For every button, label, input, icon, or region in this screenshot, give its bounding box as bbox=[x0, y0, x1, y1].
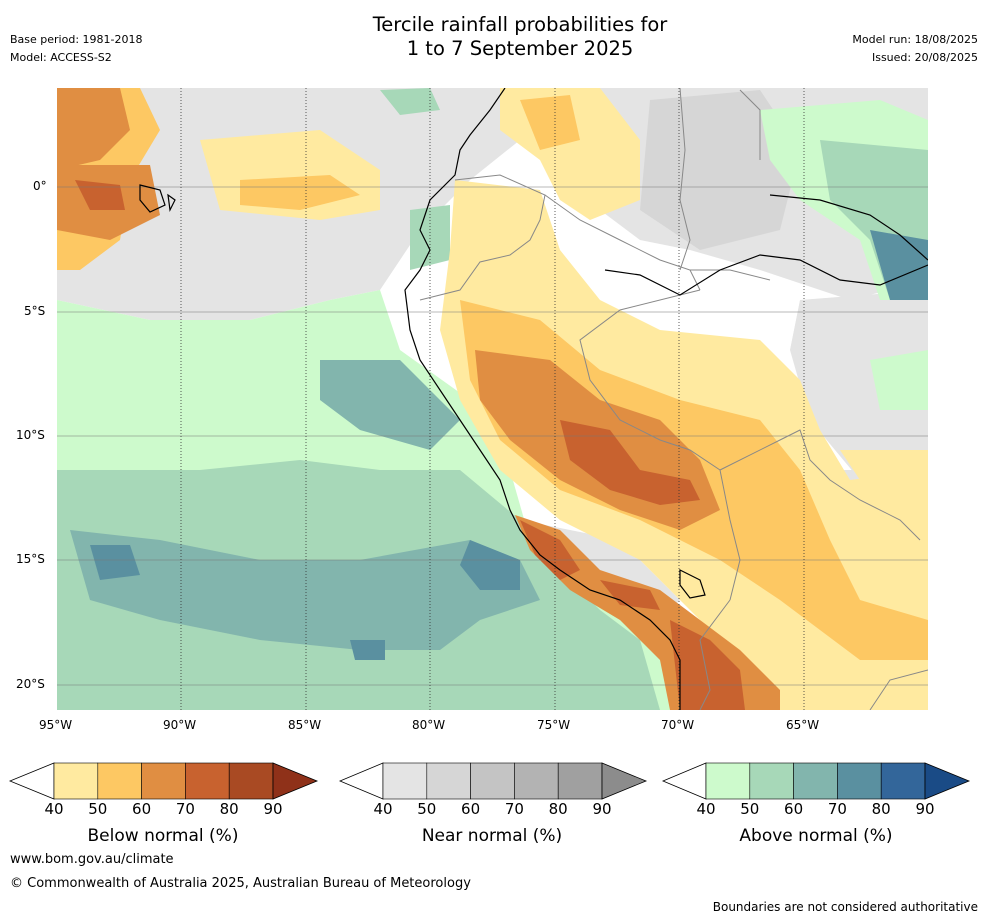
colorbar-tick-label: 50 bbox=[740, 800, 760, 818]
copyright-text: © Commonwealth of Australia 2025, Austra… bbox=[10, 876, 471, 891]
colorbar-over-arrow bbox=[601, 762, 648, 800]
lat-label: 20°S bbox=[16, 677, 45, 691]
boundaries-disclaimer: Boundaries are not considered authoritat… bbox=[712, 900, 978, 914]
colorbar-tick-label: 70 bbox=[827, 800, 847, 818]
lon-label: 65°W bbox=[786, 718, 820, 732]
lon-label: 95°W bbox=[39, 718, 73, 732]
lat-label: 0° bbox=[33, 179, 47, 193]
colorbar-segment bbox=[185, 762, 230, 800]
colorbar-tick-label: 40 bbox=[696, 800, 716, 818]
base-period: Base period: 1981-2018 bbox=[10, 33, 143, 46]
title-line-1: Tercile rainfall probabilities for bbox=[372, 13, 668, 36]
colorbar-tick-label: 90 bbox=[915, 800, 935, 818]
coastlines bbox=[139, 88, 928, 710]
colorbar-segment bbox=[141, 762, 186, 800]
colorbar-2 bbox=[661, 762, 971, 800]
colorbar-under-arrow bbox=[338, 762, 384, 800]
model-run: Model run: 18/08/2025 bbox=[852, 33, 978, 46]
colorbar-tick-label: 60 bbox=[132, 800, 152, 818]
colorbar-tick-label: 70 bbox=[175, 800, 195, 818]
colorbar-tick-label: 60 bbox=[784, 800, 804, 818]
issued-date: Issued: 20/08/2025 bbox=[871, 51, 978, 64]
colorbar-tick-label: 90 bbox=[592, 800, 612, 818]
colorbar-segment bbox=[97, 762, 142, 800]
colorbar-segment bbox=[228, 762, 274, 800]
colorbar-0 bbox=[8, 762, 319, 800]
lon-label: 90°W bbox=[163, 718, 197, 732]
page-title: Tercile rainfall probabilities for 1 to … bbox=[0, 13, 988, 61]
colorbar-tick-label: 60 bbox=[461, 800, 481, 818]
colorbar-tick-label: 50 bbox=[88, 800, 108, 818]
colorbar-segment bbox=[514, 762, 559, 800]
lat-label: 15°S bbox=[16, 552, 45, 566]
colorbar-under-arrow bbox=[8, 762, 55, 800]
colorbar-segment bbox=[53, 762, 99, 800]
colorbar-segment bbox=[837, 762, 882, 800]
colorbar-over-arrow bbox=[272, 762, 319, 800]
model-name: Model: ACCESS-S2 bbox=[10, 51, 112, 64]
colorbar-segment bbox=[880, 762, 926, 800]
colorbar-tick-label: 40 bbox=[44, 800, 64, 818]
colorbar-tick-label: 80 bbox=[871, 800, 891, 818]
lat-label: 10°S bbox=[16, 428, 45, 442]
colorbar-graphics bbox=[8, 762, 971, 800]
lat-gridlines bbox=[57, 186, 928, 686]
colorbar-label-above: Above normal (%) bbox=[739, 826, 893, 846]
colorbar-segment bbox=[426, 762, 471, 800]
lon-label: 85°W bbox=[288, 718, 322, 732]
lon-label: 80°W bbox=[412, 718, 446, 732]
colorbar-tick-label: 70 bbox=[504, 800, 524, 818]
colorbar-tick-label: 90 bbox=[263, 800, 283, 818]
country-borders bbox=[419, 88, 928, 710]
title-line-2: 1 to 7 September 2025 bbox=[406, 37, 634, 60]
colorbar-under-arrow bbox=[661, 762, 707, 800]
colorbar-segment bbox=[705, 762, 751, 800]
colorbar-tick-label: 80 bbox=[219, 800, 239, 818]
colorbar-segment bbox=[749, 762, 794, 800]
colorbar-tick-label: 50 bbox=[417, 800, 437, 818]
colorbar-segment bbox=[382, 762, 428, 800]
lat-label: 5°S bbox=[24, 304, 46, 318]
colorbar-tick-label: 80 bbox=[548, 800, 568, 818]
below-normal-regions bbox=[57, 88, 928, 710]
colorbar-segment bbox=[793, 762, 838, 800]
colorbar-over-arrow bbox=[924, 762, 971, 800]
colorbar-label-near: Near normal (%) bbox=[421, 826, 563, 846]
lon-label: 75°W bbox=[537, 718, 571, 732]
colorbar-1 bbox=[338, 762, 648, 800]
lon-label: 70°W bbox=[661, 718, 695, 732]
colorbar-segment bbox=[557, 762, 603, 800]
colorbar-segment bbox=[470, 762, 515, 800]
colorbar-tick-label: 40 bbox=[373, 800, 393, 818]
map-fill-layer bbox=[57, 88, 928, 710]
rainfall-map bbox=[57, 88, 928, 710]
colorbar-label-below: Below normal (%) bbox=[87, 826, 239, 846]
website-link[interactable]: www.bom.gov.au/climate bbox=[10, 852, 174, 867]
